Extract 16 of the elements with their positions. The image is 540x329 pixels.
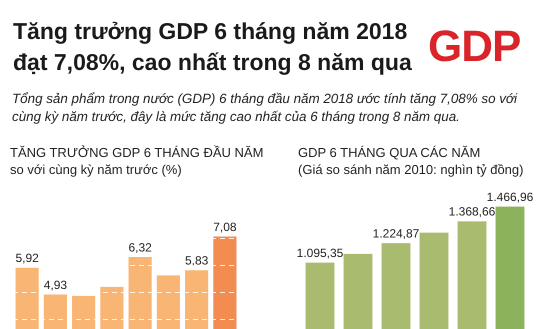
data-label: 1.095,35 (296, 246, 344, 260)
data-label: 7,08 (213, 220, 237, 234)
chart-subtitle: so với cùng kỳ năm trước (%) (10, 162, 182, 177)
data-label: 1.466,96 (486, 190, 534, 204)
text: Tăng trưởng GDP 6 tháng năm 2018 đạt 7,08%, cao nhất trong 8 năm qua (13, 17, 413, 77)
data-label: 1.368,66 (448, 204, 496, 219)
data-label: 5,83 (184, 254, 209, 268)
text: GDP (428, 22, 520, 72)
chart-title: TĂNG TRƯỞNG GDP 6 THÁNG ĐẦU NĂM (10, 145, 264, 160)
data-label: 5,92 (15, 251, 40, 266)
text: Tổng sản phẩm trong nước (GDP) 6 tháng đầu năm 2018 ước tính tăng 7,08% so với cùng kỳ năm trước, đây là mức tăng cao nhất của 6 tháng trong 8 năm qua. (12, 90, 518, 126)
data-label: 6,32 (128, 240, 152, 254)
chart-subtitle: (Giá so sánh năm 2010: nghìn tỷ đồng) (298, 162, 524, 177)
chart-title: GDP 6 THÁNG QUA CÁC NĂM (298, 145, 480, 160)
data-label: 1.224,87 (372, 226, 420, 240)
data-label: 4,93 (44, 278, 68, 292)
